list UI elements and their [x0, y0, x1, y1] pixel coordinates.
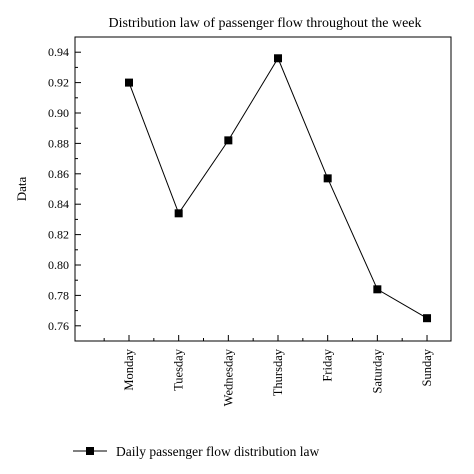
data-point-marker	[125, 78, 133, 87]
x-tick-label: Sunday	[420, 348, 434, 386]
x-tick-label: Saturday	[370, 348, 384, 393]
y-tick-label: 0.84	[48, 197, 69, 211]
legend-label: Daily passenger flow distribution law	[116, 444, 319, 459]
chart-title: Distribution law of passenger flow throu…	[109, 16, 422, 31]
data-point-marker	[423, 314, 432, 323]
data-point-marker	[373, 285, 382, 294]
y-axis-ticks: 0.76 0.78 0.80 0.82 0.84 0.86 0.88 0.90 0.92 0.94	[48, 36, 81, 342]
y-tick-label: 0.92	[48, 76, 69, 90]
x-tick-label: Thursday	[271, 348, 285, 396]
data-point-marker	[323, 174, 332, 183]
series-layer	[125, 54, 432, 323]
legend-marker	[86, 447, 94, 455]
data-point-marker	[174, 209, 183, 218]
x-tick-label: Monday	[122, 348, 136, 390]
legend: Daily passenger flow distribution law	[73, 444, 319, 459]
x-tick-label: Wednesday	[221, 348, 235, 406]
y-tick-label: 0.82	[48, 228, 69, 242]
y-tick-label: 0.88	[48, 136, 69, 150]
x-tick-label: Tuesday	[172, 348, 186, 391]
y-tick-label: 0.80	[48, 258, 69, 272]
data-point-marker	[224, 136, 233, 145]
y-tick-label: 0.86	[48, 167, 69, 181]
y-tick-label: 0.94	[48, 45, 69, 59]
series-line	[128, 57, 428, 319]
x-axis-ticks: Monday Tuesday Wednesday Thursday Friday Satu…	[103, 335, 434, 406]
y-axis-label: Data	[14, 177, 29, 202]
y-tick-label: 0.90	[48, 106, 69, 120]
y-tick-label: 0.76	[48, 319, 69, 333]
x-tick-label: Friday	[321, 348, 335, 381]
y-tick-label: 0.78	[48, 288, 69, 302]
data-point-marker	[274, 54, 283, 63]
